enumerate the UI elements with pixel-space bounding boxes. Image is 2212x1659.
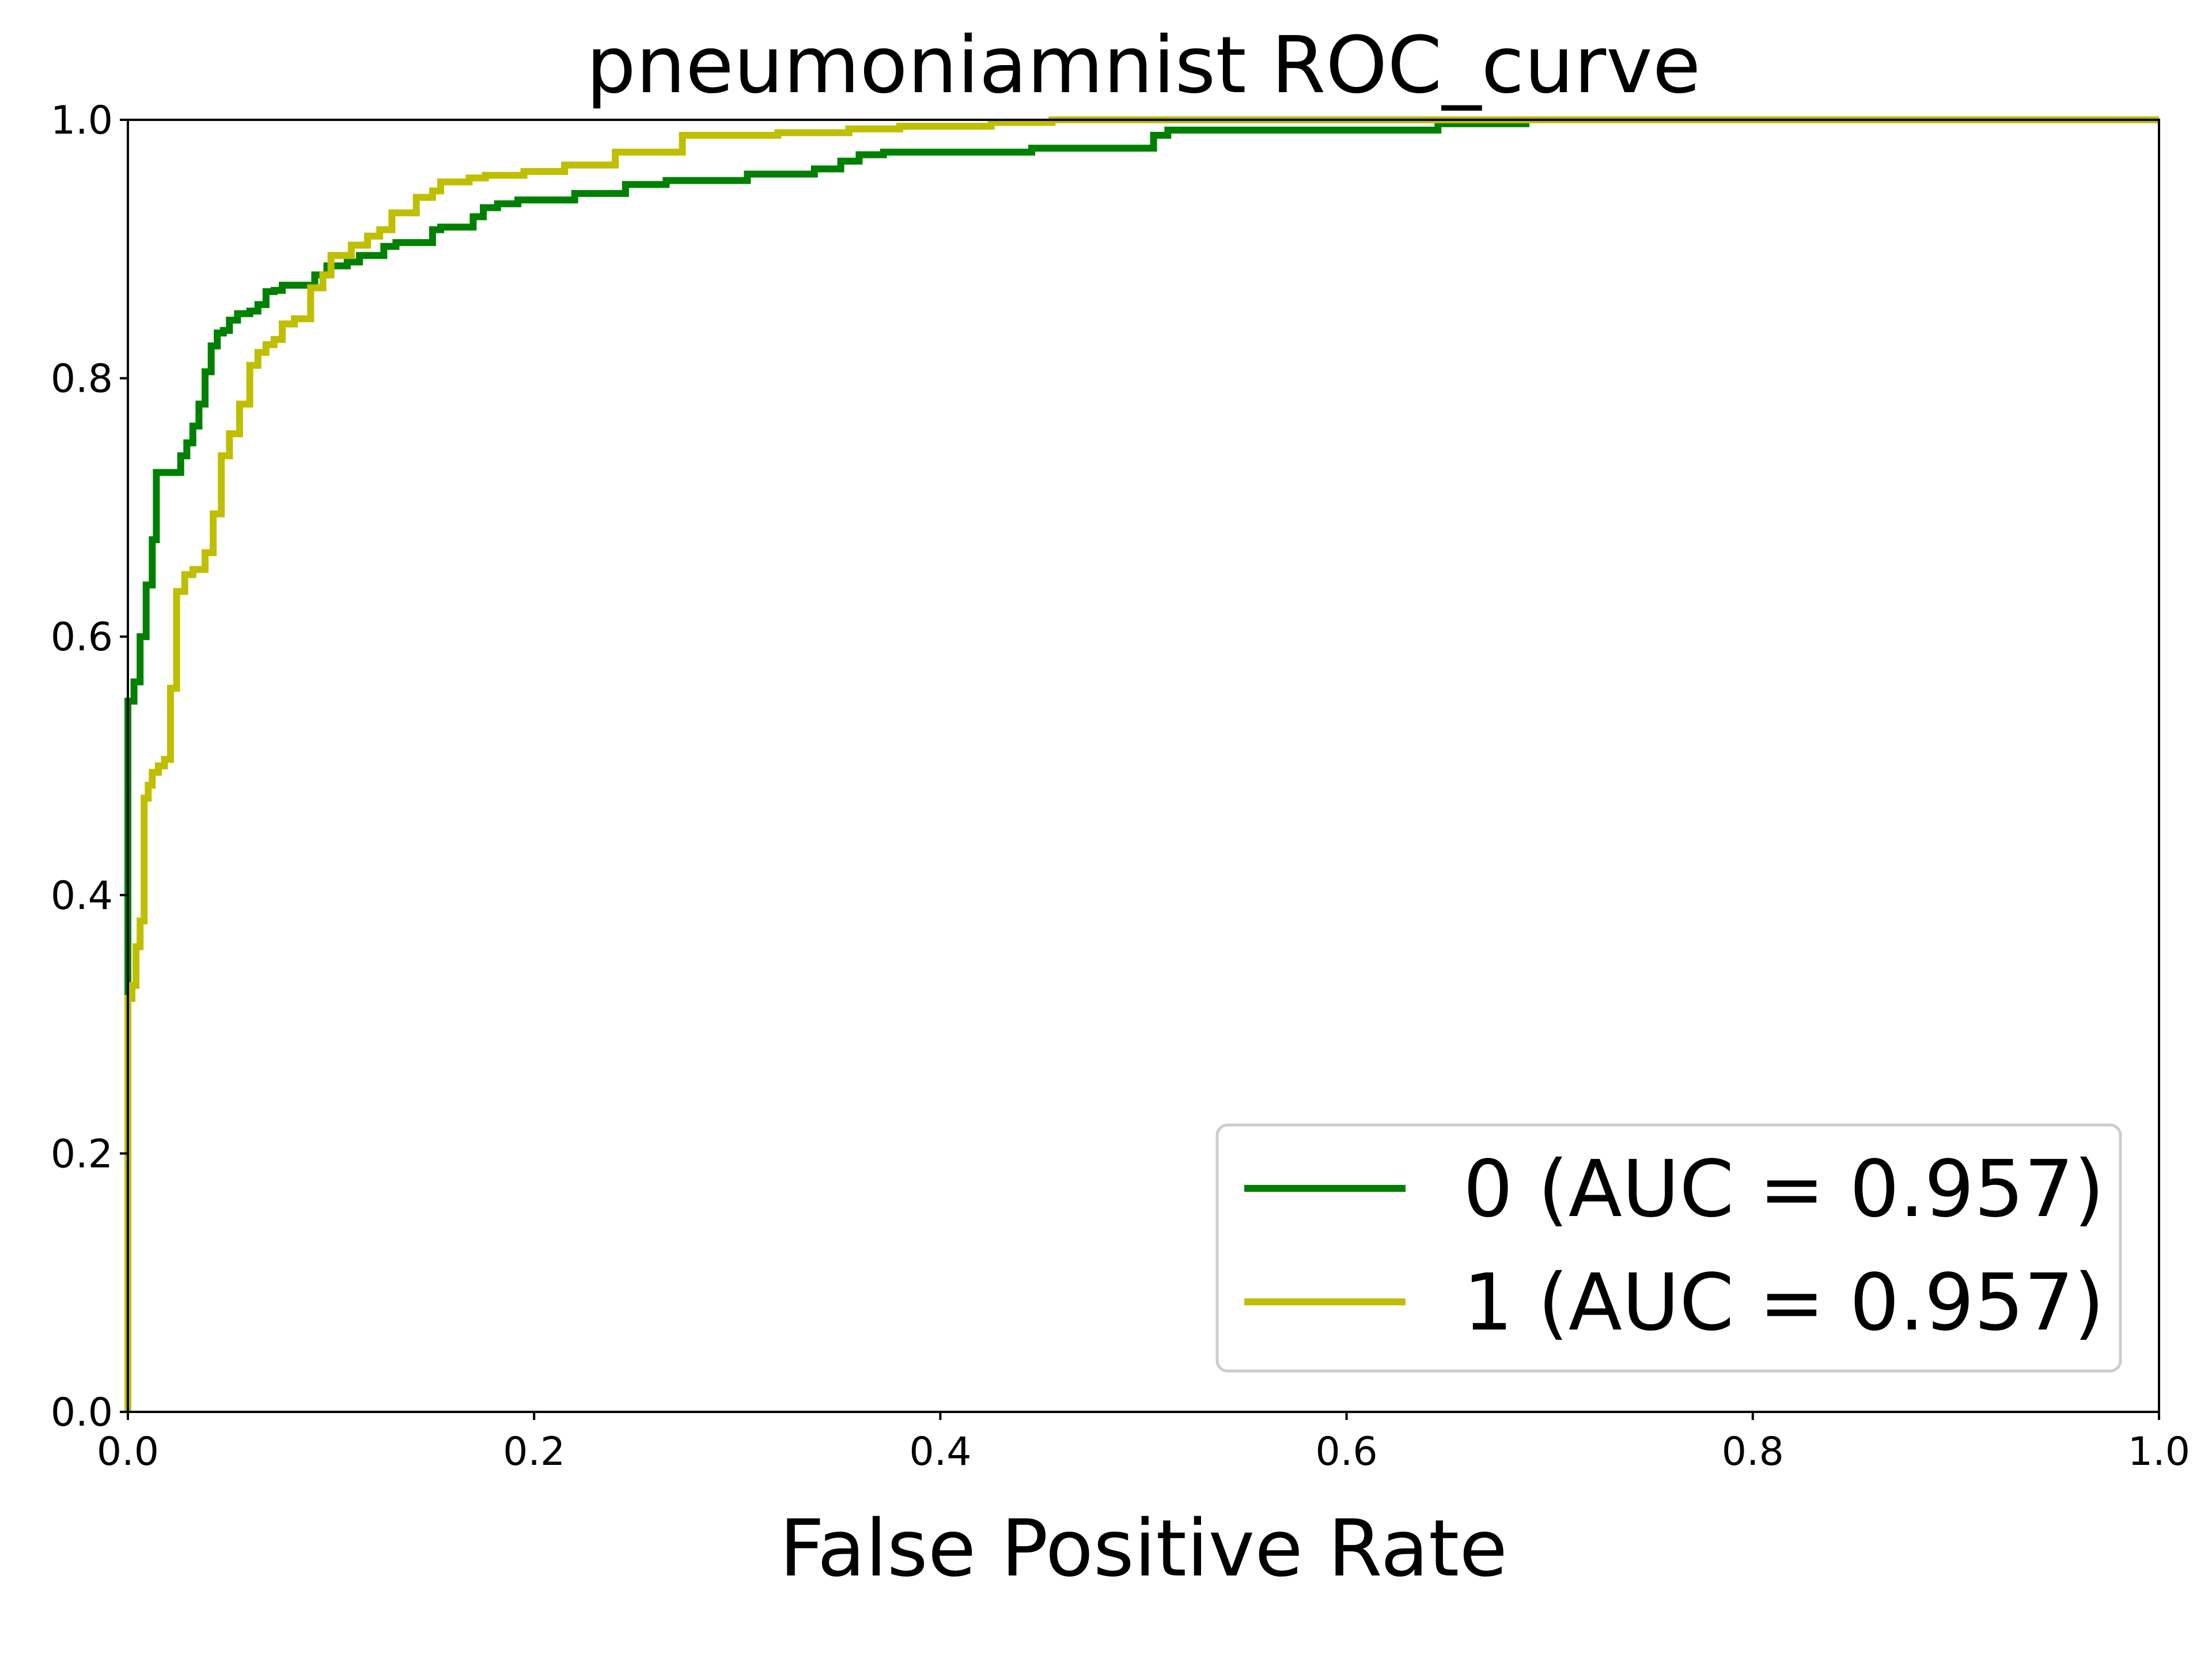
series-line-0 xyxy=(124,120,1529,1412)
y-tick-label: 1.0 xyxy=(51,98,113,143)
x-tick-label: 0.8 xyxy=(1722,1429,1784,1475)
x-axis: 0.0 0.2 0.4 0.6 0.8 1.0 xyxy=(97,1412,2190,1475)
legend-label-0: 0 (AUC = 0.957) xyxy=(1463,1144,2104,1235)
y-tick-label: 0.2 xyxy=(51,1131,113,1177)
x-axis-label: False Positive Rate xyxy=(779,1503,1508,1594)
x-tick-label: 0.4 xyxy=(909,1429,971,1475)
y-tick-label: 0.8 xyxy=(51,357,113,402)
plot-area-frame xyxy=(127,119,2160,1413)
x-tick-label: 0.6 xyxy=(1316,1429,1378,1475)
series-line-1 xyxy=(124,116,2159,1412)
series-layer xyxy=(124,116,2159,1412)
x-tick-label: 0.2 xyxy=(503,1429,565,1475)
x-tick-label: 1.0 xyxy=(2128,1429,2190,1475)
y-tick-label: 0.0 xyxy=(51,1390,113,1435)
y-axis: 0.0 0.2 0.4 0.6 0.8 1.0 xyxy=(51,98,128,1435)
y-tick-label: 0.6 xyxy=(51,615,113,660)
x-tick-label: 0.0 xyxy=(97,1429,159,1475)
legend: 0 (AUC = 0.957) 1 (AUC = 0.957) xyxy=(1215,1123,2122,1373)
chart-title: pneumoniamnist ROC_curve xyxy=(586,20,1701,111)
legend-box xyxy=(1215,1123,2122,1373)
y-tick-label: 0.4 xyxy=(51,873,113,919)
legend-label-1: 1 (AUC = 0.957) xyxy=(1463,1257,2104,1349)
